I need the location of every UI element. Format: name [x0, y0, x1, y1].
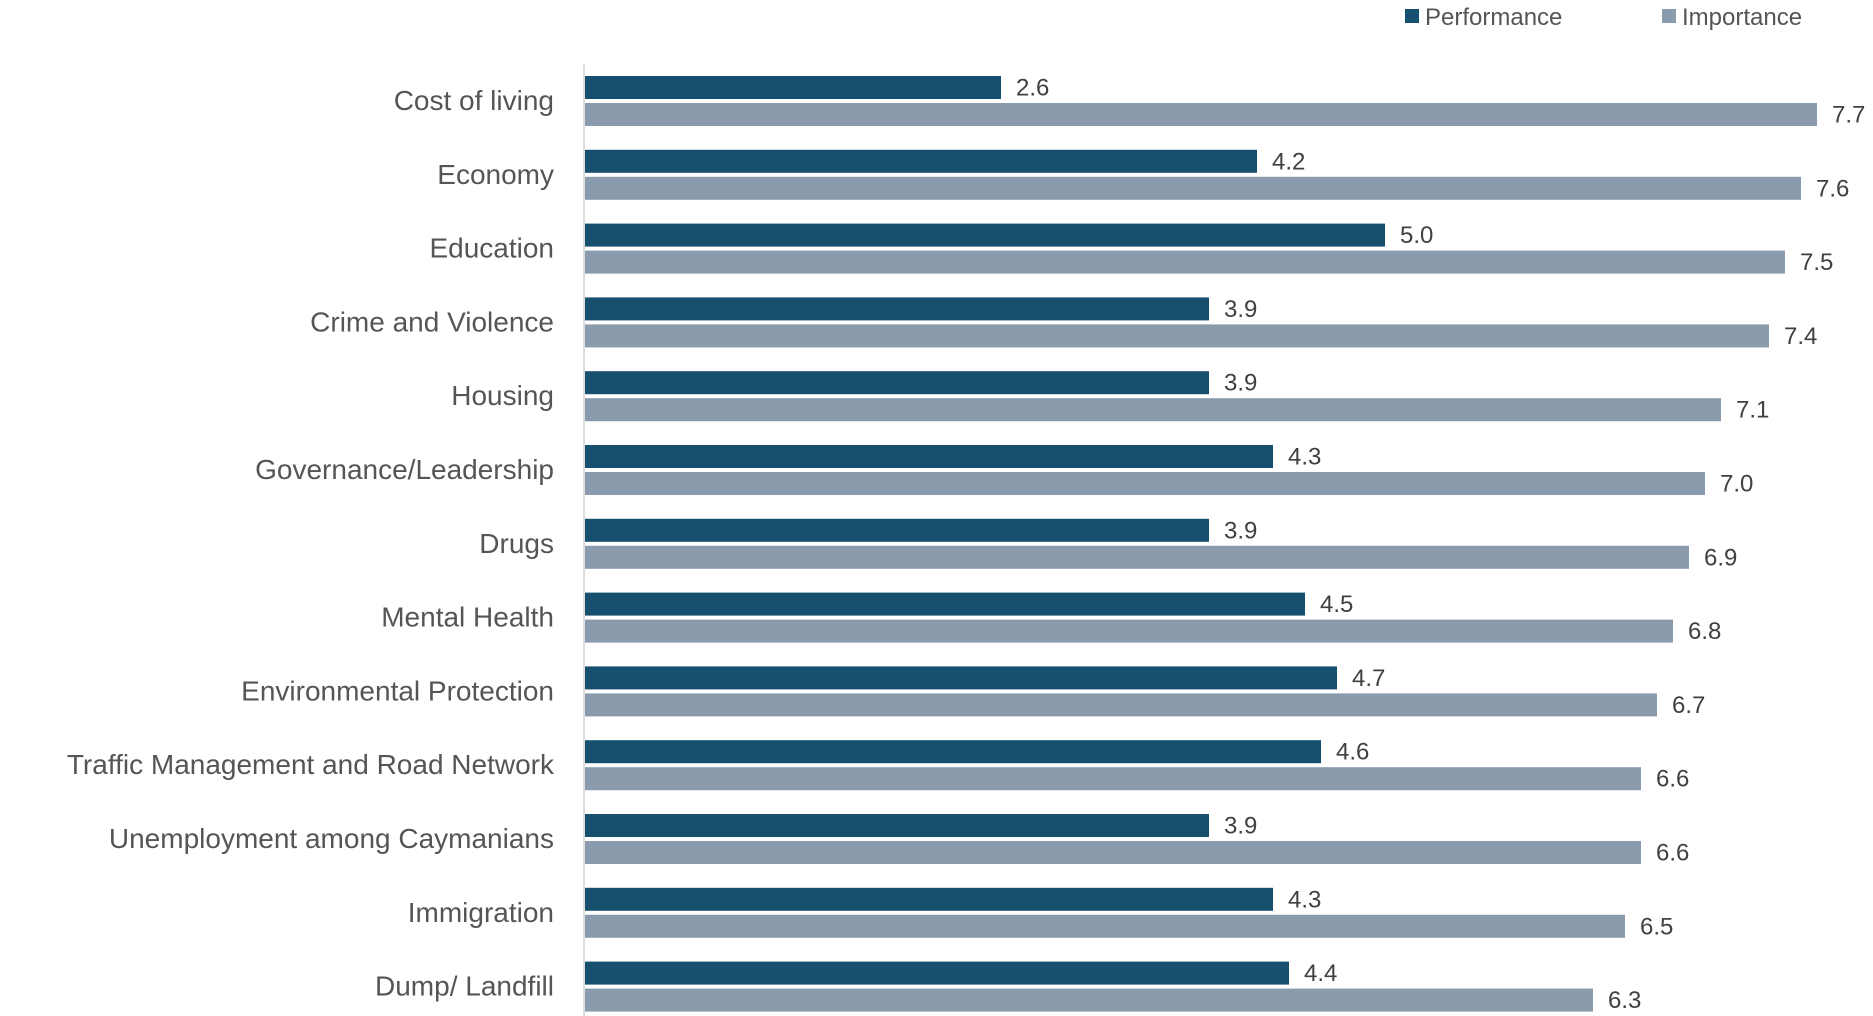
data-label-importance-cost-of-living: 7.7	[1832, 102, 1865, 129]
data-label-importance-drugs: 6.9	[1704, 544, 1737, 571]
data-label-performance-economy: 4.2	[1272, 148, 1305, 175]
bar-performance-cost-of-living	[585, 76, 1001, 99]
bar-performance-economy	[585, 149, 1257, 173]
bar-importance-immigration	[585, 914, 1625, 938]
legend-swatch-importance	[1662, 9, 1676, 23]
bar-performance-traffic-management-and-road-network	[585, 740, 1321, 764]
category-label-mental-health: Mental Health	[381, 602, 554, 633]
bar-performance-governance-leadership	[585, 445, 1273, 468]
legend: Performance Importance	[1405, 4, 1802, 31]
category-label-environmental-protection: Environmental Protection	[241, 675, 554, 706]
bar-performance-unemployment-among-caymanians	[585, 814, 1209, 837]
data-label-importance-housing: 7.1	[1736, 397, 1769, 424]
category-label-dump-landfill: Dump/ Landfill	[375, 971, 554, 1002]
data-label-importance-dump-landfill: 6.3	[1608, 987, 1641, 1014]
bar-importance-dump-landfill	[585, 988, 1593, 1012]
bar-performance-immigration	[585, 887, 1273, 911]
bar-importance-mental-health	[585, 619, 1673, 643]
data-label-importance-crime-and-violence: 7.4	[1784, 323, 1817, 350]
data-label-performance-cost-of-living: 2.6	[1016, 75, 1049, 102]
data-label-performance-environmental-protection: 4.7	[1352, 665, 1385, 692]
bar-importance-unemployment-among-caymanians	[585, 841, 1641, 864]
legend-label-performance: Performance	[1425, 4, 1562, 31]
data-label-importance-economy: 7.6	[1816, 175, 1849, 202]
category-label-housing: Housing	[451, 380, 554, 411]
data-label-importance-education: 7.5	[1800, 249, 1833, 276]
data-label-performance-crime-and-violence: 3.9	[1224, 296, 1257, 323]
data-label-importance-mental-health: 6.8	[1688, 618, 1721, 645]
data-label-importance-unemployment-among-caymanians: 6.6	[1656, 840, 1689, 867]
data-label-performance-housing: 3.9	[1224, 370, 1257, 397]
legend-swatch-performance	[1405, 9, 1419, 23]
data-label-performance-immigration: 4.3	[1288, 886, 1321, 913]
bar-importance-governance-leadership	[585, 472, 1705, 495]
bar-importance-environmental-protection	[585, 693, 1657, 717]
legend-label-importance: Importance	[1682, 4, 1802, 31]
category-label-cost-of-living: Cost of living	[394, 85, 554, 116]
bar-importance-education	[585, 250, 1785, 274]
category-label-traffic-management-and-road-network: Traffic Management and Road Network	[67, 749, 555, 780]
data-label-performance-education: 5.0	[1400, 222, 1433, 249]
data-label-performance-drugs: 3.9	[1224, 517, 1257, 544]
bar-importance-economy	[585, 176, 1801, 200]
bar-importance-housing	[585, 398, 1721, 422]
data-label-performance-unemployment-among-caymanians: 3.9	[1224, 813, 1257, 840]
bars-group: Cost of living 2.6 7.7 Economy 4.2 7.6 Educati…	[67, 75, 1866, 1015]
data-label-performance-dump-landfill: 4.4	[1304, 960, 1337, 987]
data-label-importance-governance-leadership: 7.0	[1720, 471, 1753, 498]
bar-performance-drugs	[585, 518, 1209, 542]
data-label-importance-environmental-protection: 6.7	[1672, 692, 1705, 719]
data-label-performance-governance-leadership: 4.3	[1288, 444, 1321, 471]
bar-performance-housing	[585, 371, 1209, 395]
category-label-education: Education	[429, 233, 554, 264]
bar-performance-crime-and-violence	[585, 297, 1209, 321]
bar-performance-mental-health	[585, 592, 1305, 616]
bar-performance-education	[585, 223, 1385, 247]
data-label-performance-traffic-management-and-road-network: 4.6	[1336, 739, 1369, 766]
category-label-economy: Economy	[437, 159, 554, 190]
bar-performance-environmental-protection	[585, 666, 1337, 690]
category-label-drugs: Drugs	[479, 528, 554, 559]
category-label-crime-and-violence: Crime and Violence	[310, 306, 554, 337]
bar-importance-drugs	[585, 545, 1689, 569]
data-label-importance-traffic-management-and-road-network: 6.6	[1656, 766, 1689, 793]
bar-importance-traffic-management-and-road-network	[585, 767, 1641, 791]
category-label-unemployment-among-caymanians: Unemployment among Caymanians	[109, 823, 554, 854]
bar-importance-cost-of-living	[585, 103, 1817, 126]
data-label-importance-immigration: 6.5	[1640, 913, 1673, 940]
bar-importance-crime-and-violence	[585, 324, 1769, 348]
category-label-governance-leadership: Governance/Leadership	[255, 454, 554, 485]
data-label-performance-mental-health: 4.5	[1320, 591, 1353, 618]
bar-performance-dump-landfill	[585, 961, 1289, 985]
category-label-immigration: Immigration	[408, 897, 554, 928]
